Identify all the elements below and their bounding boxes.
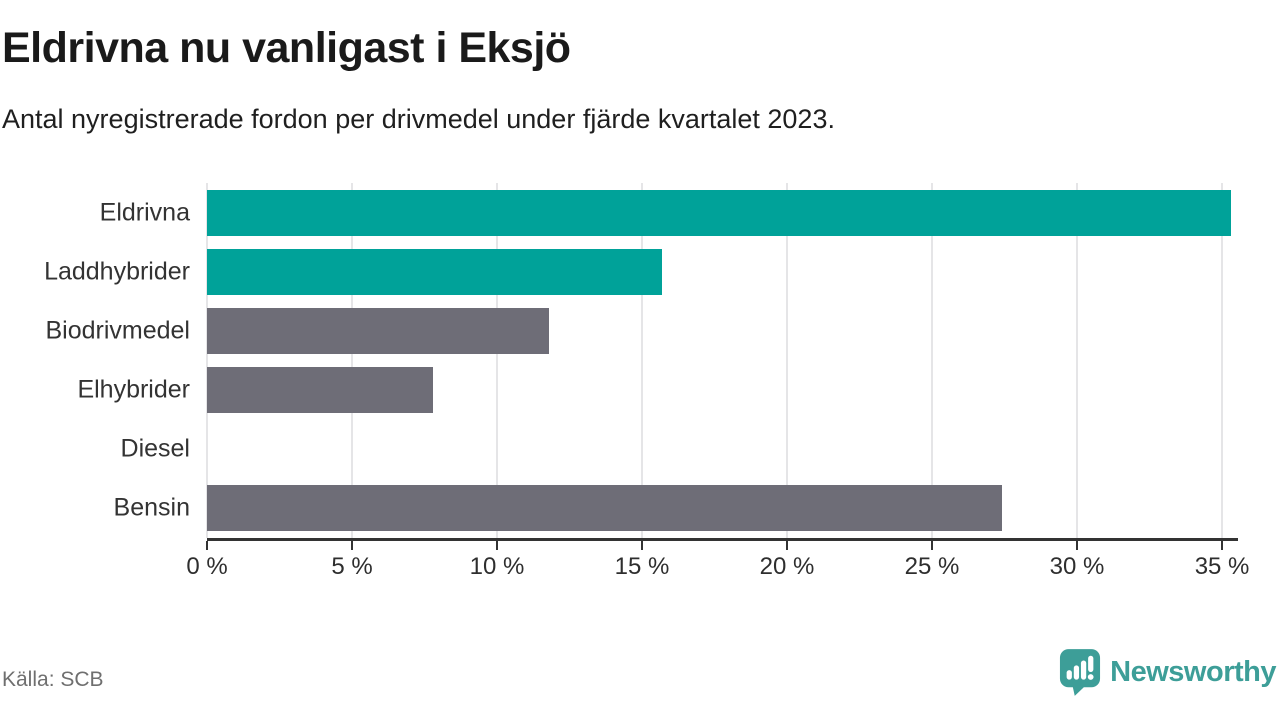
bar-rows: Eldrivna Laddhybrider Biodrivmedel Elhybrid… [44,183,1238,538]
bar [207,485,1002,532]
category-label: Bensin [113,493,190,522]
newsworthy-wordmark: Newsworthy [1110,655,1276,688]
logo-bar-tall [1081,660,1087,680]
newsworthy-logo: Newsworthy [1059,648,1276,696]
category-label: Diesel [120,434,190,463]
chart-subtitle: Antal nyregistrerade fordon per drivmede… [2,104,835,134]
x-axis-tick-label: 30 % [1049,553,1105,580]
plot-area: Eldrivna Laddhybrider Biodrivmedel Elhybrid… [44,183,1249,580]
bar-row: Eldrivna [100,183,1238,242]
x-axis-tick-label: 15 % [614,553,670,580]
category-label: Elhybrider [77,375,190,404]
x-axis-tick-label: 25 % [904,553,960,580]
source-label: Källa: SCB [2,668,104,691]
category-label: Eldrivna [99,198,190,227]
bar [207,367,434,414]
category-label: Laddhybrider [44,257,190,286]
bar [207,248,663,295]
newsworthy-speech-bubble-icon [1060,649,1101,696]
x-axis-tick-label: 35 % [1194,553,1250,580]
x-axis-tick [931,541,934,550]
x-axis-tick [496,541,498,550]
x-axis-tick-label: 0 % [186,553,228,580]
bar [207,189,1231,236]
gridline [931,183,934,538]
chart-title: Eldrivna nu vanligast i Eksjö [2,24,571,72]
logo-exclamation-stem [1088,655,1094,672]
x-axis-tick [206,541,208,550]
gridline [786,183,789,538]
x-axis-tick [351,541,353,550]
logo-bar-medium [1073,665,1080,680]
logo-exclamation-dot [1087,674,1094,680]
gridline [1221,183,1224,538]
bar [207,307,550,354]
gridline [351,183,353,538]
x-axis-tick-label: 10 % [469,553,525,580]
x-axis-tick-label: 20 % [759,553,815,580]
bar-row: Laddhybrider [44,242,1238,301]
x-axis-tick [786,541,789,550]
x-axis-tick [1221,541,1224,550]
bar-row: Biodrivmedel [45,301,1238,360]
bar-row: Elhybrider [77,361,1238,420]
category-label: Biodrivmedel [45,316,190,345]
logo-bar-small [1066,670,1073,680]
x-axis-tick [1076,541,1079,550]
x-axis-tick [641,541,644,550]
gridline [641,183,644,538]
bar-row: Diesel [121,420,1238,479]
gridline [496,183,498,538]
bar-row: Bensin [114,479,1238,538]
x-axis-line [207,538,1238,541]
gridline [206,183,208,538]
gridline [1076,183,1079,538]
x-axis-tick-label: 5 % [331,553,373,580]
